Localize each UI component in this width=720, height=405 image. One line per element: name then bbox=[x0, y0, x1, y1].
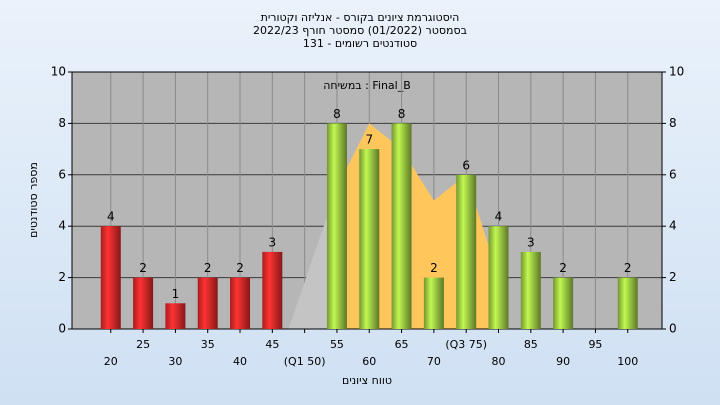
y-tick-label: 8 bbox=[58, 116, 66, 130]
x-tick-label: 30 bbox=[168, 355, 182, 368]
data-label: 8 bbox=[398, 107, 406, 121]
bar bbox=[100, 226, 121, 329]
x-tick-label: 85 bbox=[524, 338, 538, 351]
x-tick-label: 45 bbox=[265, 338, 279, 351]
data-label: 2 bbox=[559, 261, 567, 275]
data-label: 2 bbox=[624, 261, 632, 275]
annotation: במשיחה : Final_B bbox=[323, 79, 411, 92]
x-tick-label: 40 bbox=[233, 355, 247, 368]
y-tick-label: 6 bbox=[58, 167, 66, 181]
bar bbox=[359, 149, 380, 329]
data-label: 2 bbox=[430, 261, 438, 275]
x-tick-label: 95 bbox=[588, 338, 602, 351]
y-axis-label: מספר סטודנטים bbox=[27, 162, 40, 238]
x-tick-label: 65 bbox=[395, 338, 409, 351]
bar bbox=[553, 277, 574, 329]
data-label: 1 bbox=[172, 287, 180, 301]
x-tick-label: 80 bbox=[492, 355, 506, 368]
x-tick-label: 25 bbox=[136, 338, 150, 351]
data-label: 2 bbox=[204, 261, 212, 275]
chart-title: היסטוגרמת ציונים בקורס - אנליזה וקטורית bbox=[261, 11, 460, 24]
chart-subtitle: בסמסטר (01/2022) סמסטר חורף 2022/23 bbox=[253, 24, 467, 37]
bar bbox=[520, 251, 541, 329]
y-tick-label: 6 bbox=[669, 167, 677, 181]
y-tick-label: 0 bbox=[58, 322, 66, 336]
x-tick-label: 35 bbox=[201, 338, 215, 351]
x-tick-label: (Q3 75) bbox=[445, 338, 487, 351]
data-label: 8 bbox=[333, 107, 341, 121]
data-label: 4 bbox=[107, 210, 115, 224]
bar bbox=[391, 123, 412, 330]
y-tick-label: 4 bbox=[58, 219, 66, 233]
x-tick-label: 100 bbox=[617, 355, 638, 368]
x-tick-label: 60 bbox=[362, 355, 376, 368]
y-tick-label: 0 bbox=[669, 322, 677, 336]
x-tick-label: 90 bbox=[556, 355, 570, 368]
data-label: 2 bbox=[139, 261, 147, 275]
data-label: 3 bbox=[527, 235, 535, 249]
bar bbox=[133, 277, 154, 329]
x-axis-label: טווח ציונים bbox=[342, 374, 392, 387]
y-tick-label: 8 bbox=[669, 116, 677, 130]
y-tick-label: 10 bbox=[669, 65, 684, 79]
y-tick-label: 2 bbox=[58, 270, 66, 284]
bar bbox=[456, 174, 477, 329]
bar bbox=[617, 277, 638, 329]
bar bbox=[423, 277, 444, 329]
data-label: 6 bbox=[462, 158, 470, 172]
y-tick-label: 10 bbox=[51, 65, 66, 79]
data-label: 4 bbox=[495, 210, 503, 224]
x-tick-label: 55 bbox=[330, 338, 344, 351]
bar bbox=[262, 251, 283, 329]
data-label: 3 bbox=[269, 235, 277, 249]
x-tick-label: 20 bbox=[104, 355, 118, 368]
overlay-area bbox=[288, 187, 337, 329]
x-tick-label: 70 bbox=[427, 355, 441, 368]
y-tick-label: 4 bbox=[669, 219, 677, 233]
bar bbox=[165, 303, 186, 329]
bar bbox=[230, 277, 251, 329]
data-label: 2 bbox=[236, 261, 244, 275]
x-tick-label: (Q1 50) bbox=[284, 355, 326, 368]
bar bbox=[326, 123, 347, 330]
data-label: 7 bbox=[365, 133, 373, 147]
bar bbox=[488, 226, 509, 329]
y-tick-label: 2 bbox=[669, 270, 677, 284]
bar bbox=[197, 277, 218, 329]
chart-subtitle: סטודנטים רשומים - 131 bbox=[303, 37, 417, 50]
